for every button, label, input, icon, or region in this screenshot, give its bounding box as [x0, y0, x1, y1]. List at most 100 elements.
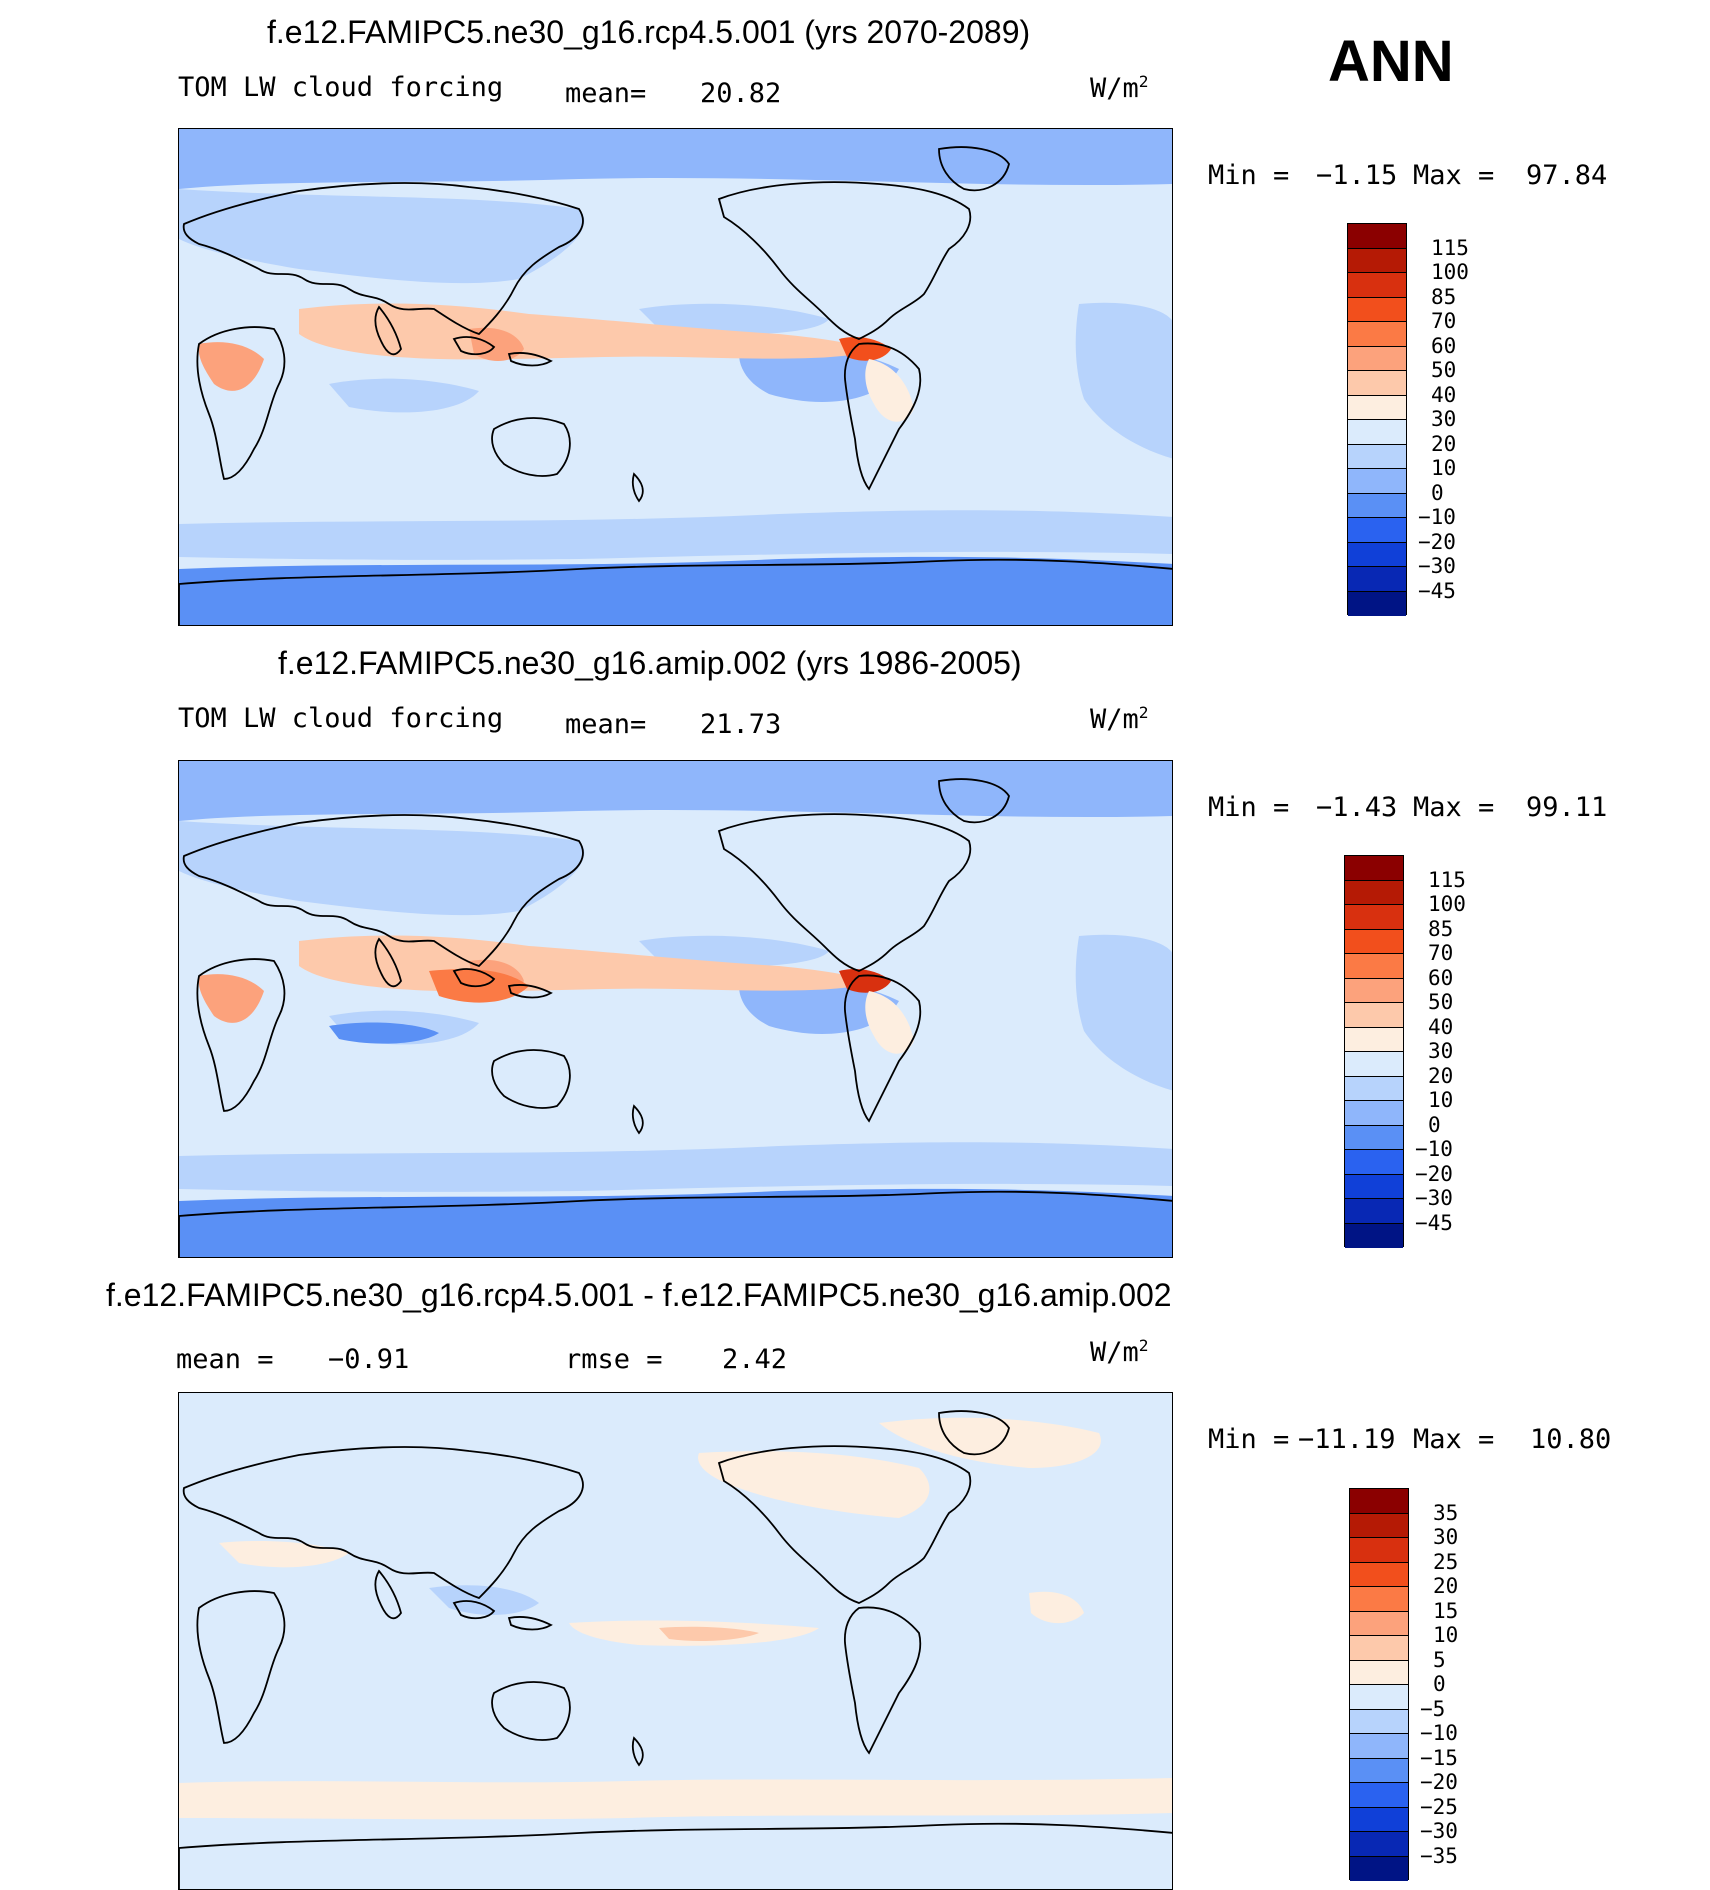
colorbar-swatch [1350, 1562, 1408, 1587]
field-contour-region [1075, 934, 1172, 1091]
coastline [717, 1445, 972, 1604]
field-contour-region [839, 337, 891, 361]
panel1-mean-value: 20.82 [700, 78, 782, 109]
colorbar-swatch [1345, 1199, 1403, 1224]
colorbar-tick-label: 50 [1431, 358, 1457, 382]
panel1-map [178, 128, 1173, 626]
panel1-variable: TOM LW cloud forcing [178, 72, 504, 103]
field-contour-region [1029, 1591, 1084, 1624]
field-contour-region [329, 1022, 439, 1044]
colorbar-tick-label: 20 [1433, 1574, 1459, 1598]
colorbar-swatch [1350, 1856, 1408, 1881]
coastline [631, 1736, 644, 1767]
colorbar-tick-label: 70 [1431, 309, 1457, 333]
field-contour-region [198, 342, 264, 391]
coastline [179, 1190, 1172, 1257]
colorbar-swatch [1348, 297, 1406, 322]
colorbar-tick-label: −15 [1420, 1745, 1458, 1770]
field-contour-region [179, 129, 1172, 189]
coastline [844, 342, 922, 491]
colorbar-tick-label: 100 [1428, 892, 1466, 916]
colorbar-swatch [1350, 1758, 1408, 1783]
colorbar-swatch [1348, 469, 1406, 494]
season-label: ANN [1328, 29, 1454, 94]
colorbar-tick-label: 10 [1428, 1088, 1454, 1112]
colorbar-tick-label: −35 [1420, 1843, 1458, 1868]
colorbar-tick-label: −10 [1418, 505, 1456, 529]
panel1-colorbar-ticks: 115 100 85 70 60 50 40 30 20 10 0 −10 −20 −30 −45 [1418, 223, 1498, 615]
colorbar-tick-label: 10 [1433, 1623, 1459, 1647]
colorbar-swatch [1348, 371, 1406, 396]
panel1-units: W/m2 [1090, 72, 1149, 104]
field-contour-region [179, 821, 585, 916]
colorbar-tick-label: 25 [1433, 1549, 1459, 1574]
colorbar-tick-label: 60 [1428, 965, 1454, 990]
coastline [938, 1410, 1010, 1456]
field-contour-region [865, 991, 914, 1054]
colorbar-swatch [1348, 273, 1406, 298]
colorbar-swatch [1348, 224, 1406, 249]
panel1-min-label: Min = [1208, 160, 1290, 191]
coastline [452, 1600, 496, 1620]
panel2-max-value: 99.11 [1526, 792, 1608, 823]
colorbar-swatch [1348, 444, 1406, 469]
panel2-variable: TOM LW cloud forcing [178, 703, 504, 734]
colorbar-tick-label: 60 [1431, 333, 1457, 358]
colorbar-swatch [1350, 1709, 1408, 1734]
panel1-title: f.e12.FAMIPC5.ne30_g16.rcp4.5.001 (yrs 2… [267, 14, 1031, 50]
panel3-units: W/m2 [1090, 1336, 1149, 1368]
colorbar-swatch [1350, 1611, 1408, 1636]
panel2-mean-value: 21.73 [700, 709, 782, 740]
colorbar-tick-label: 20 [1431, 431, 1457, 456]
panel3-max-value: 10.80 [1530, 1424, 1612, 1455]
colorbar-tick-label: −10 [1415, 1137, 1453, 1161]
panel1-min-value: −1.15 [1316, 160, 1398, 191]
colorbar-swatch [1348, 346, 1406, 371]
coastline [938, 778, 1010, 824]
colorbar-tick-label: −30 [1420, 1819, 1458, 1843]
colorbar-tick-label: −45 [1418, 578, 1456, 603]
field-contour-region [639, 303, 829, 335]
colorbar-swatch [1350, 1538, 1408, 1563]
panel2-mean-label: mean= [565, 709, 647, 740]
panel2-map-field [179, 761, 1172, 1257]
field-contour-region [739, 349, 899, 402]
coastline [507, 984, 553, 999]
panel3-min-label: Min = [1208, 1424, 1290, 1455]
colorbar-swatch [1345, 1101, 1403, 1126]
colorbar-swatch [1348, 322, 1406, 347]
field-contour-region [179, 510, 1172, 560]
coastline [631, 1104, 644, 1135]
panel2-colorbar [1344, 855, 1404, 1248]
colorbar-swatch [1350, 1660, 1408, 1685]
panel1-map-field [179, 129, 1172, 625]
colorbar-tick-label: 30 [1433, 1525, 1459, 1549]
coastline [717, 813, 972, 972]
coastline [844, 974, 922, 1123]
field-contour-region [739, 981, 899, 1034]
colorbar-tick-label: 85 [1428, 916, 1454, 941]
coastline [491, 417, 571, 477]
panel2-title: f.e12.FAMIPC5.ne30_g16.amip.002 (yrs 198… [278, 645, 1022, 681]
field-contour-region [329, 378, 479, 413]
panel3-map [178, 1392, 1173, 1890]
colorbar-tick-label: 0 [1433, 1672, 1446, 1696]
coastline [182, 182, 584, 336]
coastline [844, 1606, 922, 1755]
colorbar-tick-label: −20 [1418, 529, 1456, 554]
colorbar-tick-label: 0 [1431, 480, 1444, 505]
colorbar-tick-label: 10 [1431, 456, 1457, 480]
colorbar-tick-label: −30 [1418, 554, 1456, 578]
colorbar-tick-label: 115 [1431, 235, 1469, 260]
colorbar-swatch [1345, 1125, 1403, 1150]
coastline [179, 558, 1172, 625]
colorbar-tick-label: 0 [1428, 1112, 1441, 1137]
colorbar-swatch [1345, 1150, 1403, 1175]
colorbar-swatch [1348, 420, 1406, 445]
colorbar-tick-label: −45 [1415, 1210, 1453, 1235]
colorbar-tick-label: 40 [1431, 382, 1457, 407]
field-contour-region [839, 969, 891, 993]
coastline [196, 1590, 286, 1744]
colorbar-swatch [1345, 1052, 1403, 1077]
colorbar-swatch [1345, 905, 1403, 930]
